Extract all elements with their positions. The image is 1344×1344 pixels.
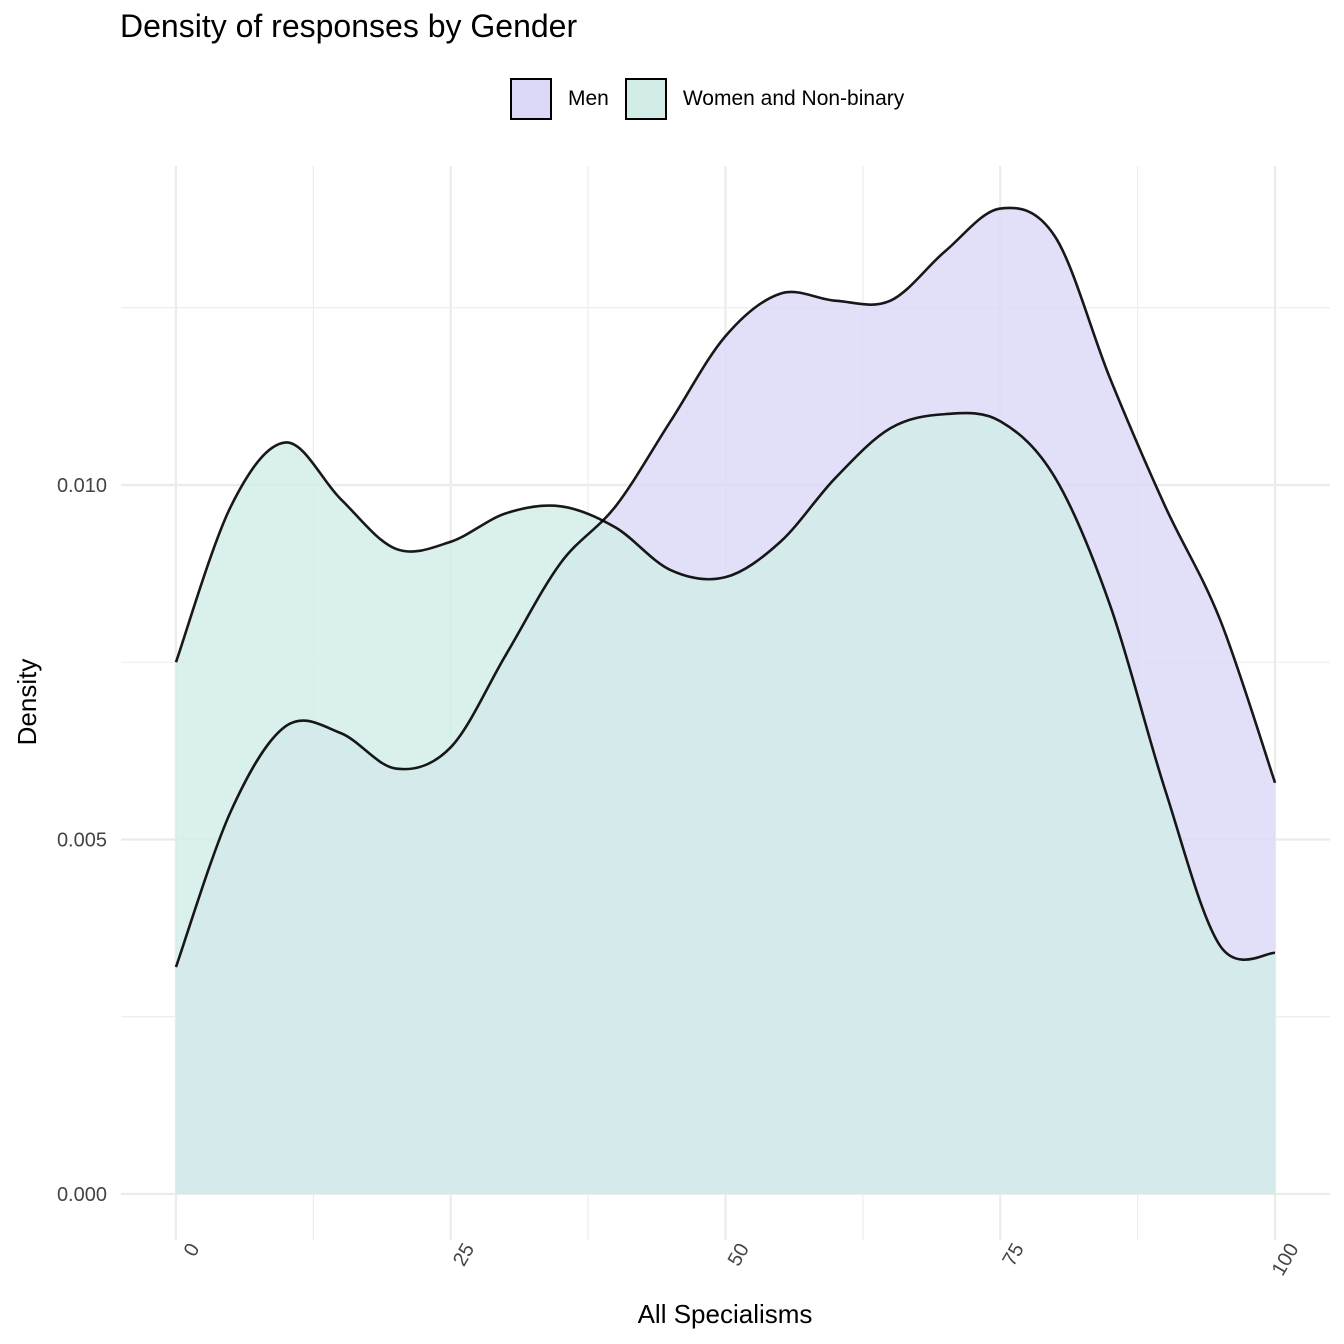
legend-swatch-women-nonbinary [624,78,667,120]
x-tick-label: 100 [1268,1240,1304,1280]
x-tick-label: 25 [449,1240,479,1270]
legend-item-men: Men [510,78,609,120]
y-tick-label: 0.005 [57,829,107,851]
x-tick-label: 0 [180,1240,205,1261]
legend-item-women-nonbinary: Women and Non-binary [624,78,905,120]
density-area-women-and-non-binary [175,413,1276,1194]
density-areas [175,207,1276,1194]
y-tick-label: 0.000 [57,1184,107,1206]
legend: Men Women and Non-binary [510,76,920,122]
density-line-women-and-non-binary [174,411,1276,961]
legend-label-men: Men [568,87,609,110]
y-axis-title: Density [12,659,42,746]
density-line-men [174,206,1277,968]
chart-title: Density of responses by Gender [120,8,578,44]
y-tick-label: 0.010 [57,475,107,497]
x-tick-label: 50 [724,1240,754,1270]
legend-label-women-nonbinary: Women and Non-binary [682,87,905,110]
x-axis-title: All Specialisms [638,1299,813,1329]
legend-swatch-men [510,78,552,120]
x-tick-label: 75 [999,1240,1029,1270]
density-lines [174,206,1277,968]
